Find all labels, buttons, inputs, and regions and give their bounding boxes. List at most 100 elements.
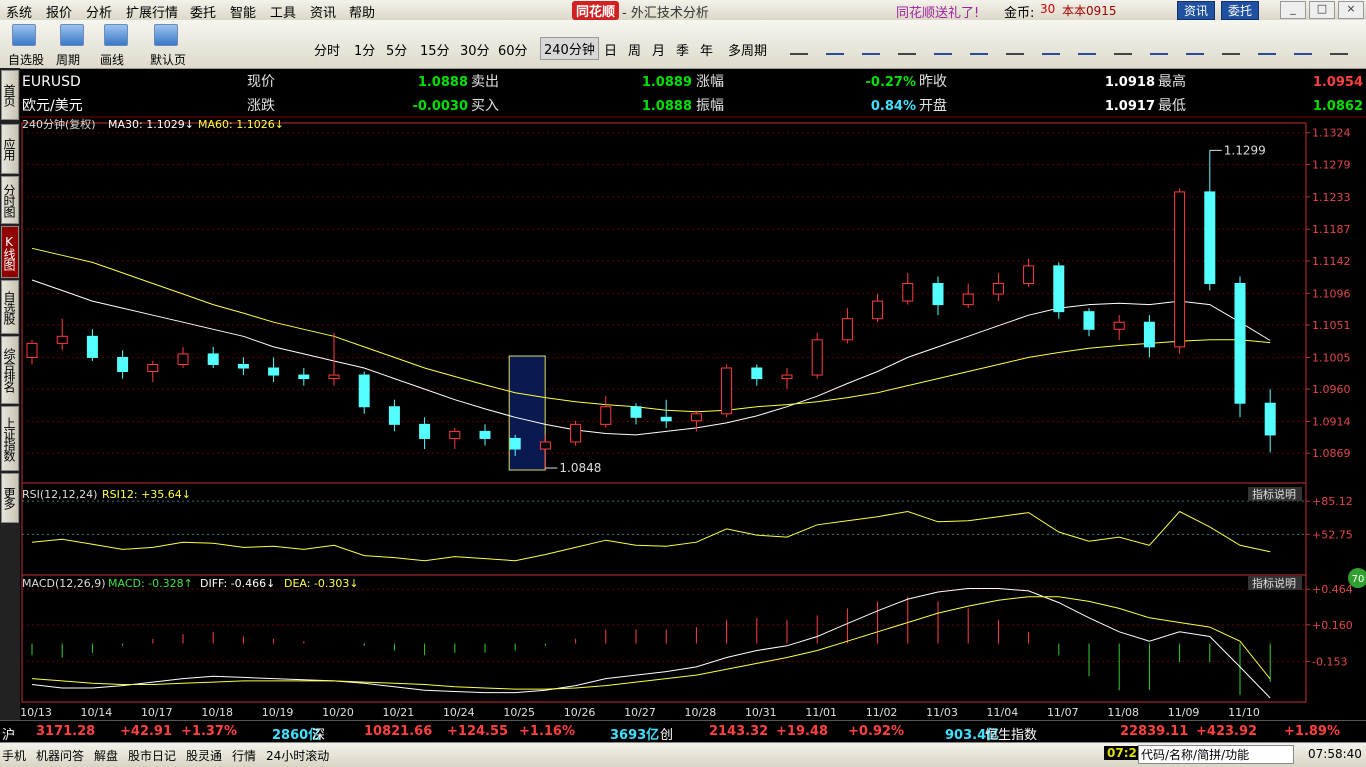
side-tab[interactable]: 首页 bbox=[1, 70, 19, 120]
drawing-tool[interactable] bbox=[934, 39, 952, 55]
drawing-tool[interactable] bbox=[970, 39, 988, 55]
candle-body bbox=[1023, 265, 1035, 284]
chart-title: MACD(12,26,9) bbox=[22, 577, 106, 590]
status-link[interactable]: 行情 bbox=[232, 749, 257, 763]
period-button[interactable]: 季 bbox=[676, 44, 690, 59]
drawing-tool[interactable] bbox=[1078, 39, 1096, 55]
x-tick-label: 11/01 bbox=[805, 706, 837, 719]
rsi-line bbox=[31, 510, 1271, 562]
selection-box bbox=[508, 355, 546, 471]
candle-body bbox=[328, 374, 340, 380]
menu-item[interactable]: 报价 bbox=[46, 6, 73, 21]
x-tick-label: 10/20 bbox=[322, 706, 354, 719]
period-button[interactable]: 240分钟 bbox=[540, 37, 599, 60]
window-control[interactable]: □ bbox=[1309, 1, 1335, 19]
promo-link[interactable]: 同花顺送礼了! bbox=[896, 6, 980, 21]
period-button[interactable]: 1分 bbox=[354, 44, 376, 59]
legend-entry: MACD: -0.328↑ bbox=[108, 577, 193, 590]
candle-body bbox=[358, 374, 370, 408]
tool-icon[interactable] bbox=[12, 24, 36, 46]
ticker-item: 恒生指数 bbox=[985, 728, 1038, 743]
window-control[interactable]: × bbox=[1338, 1, 1364, 19]
period-button[interactable]: 15分 bbox=[420, 44, 450, 59]
y-tick-label: 1.1279 bbox=[1312, 158, 1351, 171]
ticker-item: 22839.11 bbox=[1120, 724, 1189, 739]
candle-body bbox=[86, 335, 98, 358]
period-button[interactable]: 5分 bbox=[386, 44, 408, 59]
period-button[interactable]: 年 bbox=[700, 44, 714, 59]
menu-item[interactable]: 帮助 bbox=[349, 6, 376, 21]
status-link[interactable]: 股灵通 bbox=[186, 749, 223, 763]
tool-label[interactable]: 画线 bbox=[100, 53, 125, 67]
side-tab[interactable]: 更多 bbox=[1, 473, 19, 523]
period-button[interactable]: 日 bbox=[604, 44, 618, 59]
menu-item[interactable]: 资讯 bbox=[310, 6, 337, 21]
period-button[interactable]: 周 bbox=[628, 44, 642, 59]
side-tab[interactable]: 分时图 bbox=[1, 176, 19, 224]
drawing-tool[interactable] bbox=[1294, 39, 1312, 55]
top-button[interactable]: 委托 bbox=[1221, 1, 1260, 20]
drawing-tool[interactable] bbox=[1006, 39, 1024, 55]
drawing-tool[interactable] bbox=[1114, 39, 1132, 55]
ticker-item: +0.92% bbox=[848, 724, 904, 739]
status-link[interactable]: 解盘 bbox=[94, 749, 119, 763]
status-link[interactable]: 24小时滚动 bbox=[266, 749, 330, 763]
top-button[interactable]: 资讯 bbox=[1177, 1, 1216, 20]
tool-label[interactable]: 周期 bbox=[56, 53, 81, 67]
moving-average bbox=[31, 247, 1271, 413]
period-button[interactable]: 30分 bbox=[460, 44, 490, 59]
ticker-item: +1.16% bbox=[519, 724, 575, 739]
side-tab[interactable]: 综合排名 bbox=[1, 336, 19, 404]
drawing-tool[interactable] bbox=[1186, 39, 1204, 55]
window-control[interactable]: _ bbox=[1280, 1, 1306, 19]
side-tab[interactable]: 自选股 bbox=[1, 280, 19, 334]
menu-item[interactable]: 委托 bbox=[190, 6, 217, 21]
drawing-tool[interactable] bbox=[1042, 39, 1060, 55]
candle-body bbox=[207, 353, 219, 365]
status-link[interactable]: 股市日记 bbox=[128, 749, 177, 763]
index-ticker: 沪 3171.28 +42.91 +1.37% 2860亿深 10821.66 +124.5… bbox=[0, 720, 1366, 743]
ticker-item: 10821.66 bbox=[364, 724, 433, 739]
period-button[interactable]: 60分 bbox=[498, 44, 528, 59]
menu-item[interactable]: 系统 bbox=[6, 6, 33, 21]
x-tick-label: 10/27 bbox=[624, 706, 656, 719]
tool-icon[interactable] bbox=[104, 24, 128, 46]
period-button[interactable]: 多周期 bbox=[728, 44, 768, 59]
x-tick-label: 10/26 bbox=[564, 706, 596, 719]
drawing-tool[interactable] bbox=[1222, 39, 1240, 55]
status-link[interactable]: 手机 bbox=[2, 749, 27, 763]
drawing-tool[interactable] bbox=[1258, 39, 1276, 55]
float-badge: 70 bbox=[1352, 574, 1365, 585]
tool-icon[interactable] bbox=[154, 24, 178, 46]
candle-body bbox=[570, 423, 582, 443]
chart-frame bbox=[21, 122, 1307, 703]
menu-item[interactable]: 工具 bbox=[270, 6, 297, 21]
side-tab[interactable]: 应用 bbox=[1, 124, 19, 174]
period-button[interactable]: 分时 bbox=[314, 44, 341, 59]
annotation: 1.0848 bbox=[559, 461, 601, 475]
x-tick-label: 11/03 bbox=[926, 706, 958, 719]
side-tab[interactable]: 上证指数 bbox=[1, 406, 19, 471]
menu-item[interactable]: 分析 bbox=[86, 6, 113, 21]
side-tab[interactable]: K线图 bbox=[1, 226, 19, 278]
candle-body bbox=[630, 406, 642, 418]
tool-icon[interactable] bbox=[60, 24, 84, 46]
drawing-tool[interactable] bbox=[898, 39, 916, 55]
tool-label[interactable]: 默认页 bbox=[150, 53, 187, 67]
candle-body bbox=[600, 406, 612, 425]
menu-item[interactable]: 扩展行情 bbox=[126, 6, 179, 21]
menu-item[interactable]: 智能 bbox=[230, 6, 257, 21]
drawing-tool[interactable] bbox=[1330, 39, 1348, 55]
period-button[interactable]: 月 bbox=[652, 44, 666, 59]
search-box[interactable]: 代码/名称/简拼/功能 bbox=[1138, 745, 1294, 764]
tool-label[interactable]: 自选股 bbox=[8, 53, 45, 67]
drawing-tool[interactable] bbox=[862, 39, 880, 55]
drawing-tool[interactable] bbox=[1150, 39, 1168, 55]
drawing-tool[interactable] bbox=[826, 39, 844, 55]
drawing-tool[interactable] bbox=[790, 39, 808, 55]
ticker-item: +42.91 bbox=[120, 724, 173, 739]
x-tick-label: 11/07 bbox=[1047, 706, 1079, 719]
y-tick-label: +0.464 bbox=[1312, 583, 1353, 596]
status-link[interactable]: 机器问答 bbox=[36, 749, 85, 763]
candle-body bbox=[419, 423, 431, 439]
